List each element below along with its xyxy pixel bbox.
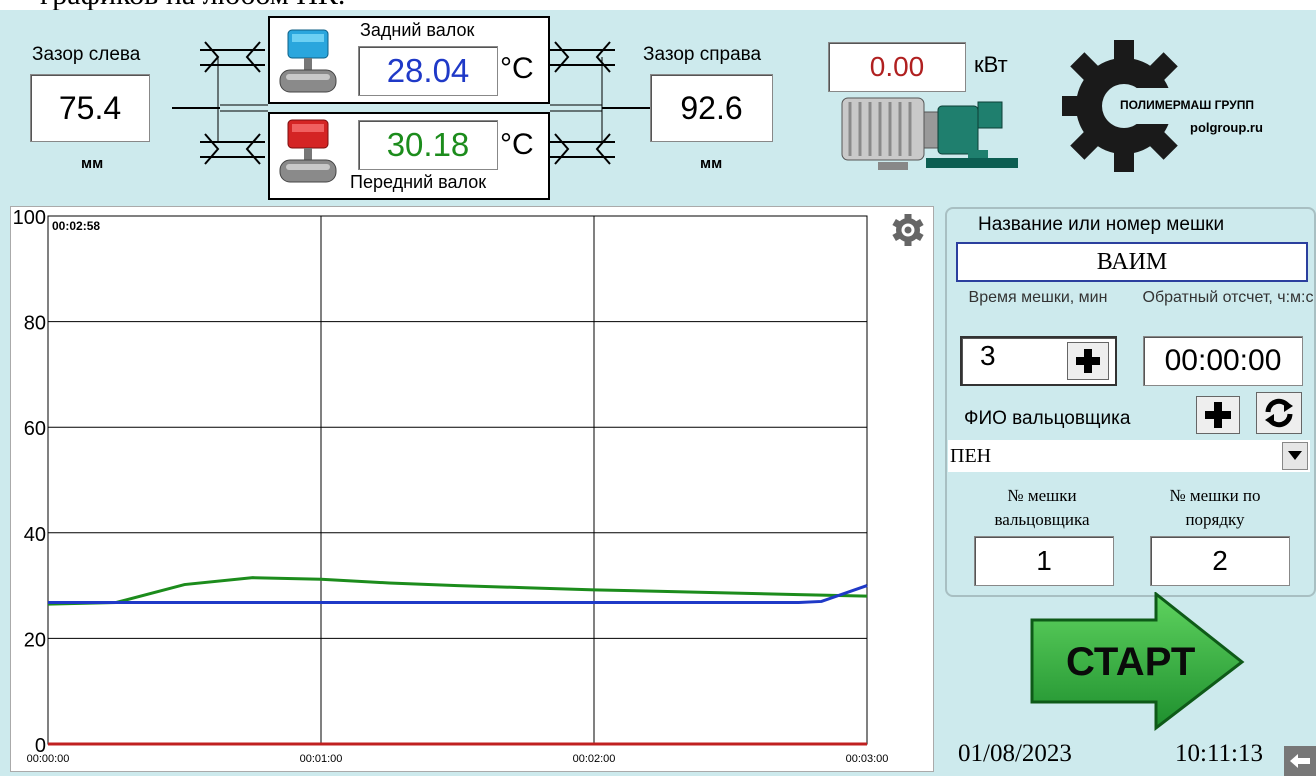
gap-right-unit: мм <box>700 155 723 172</box>
start-button-label: СТАРТ <box>1066 640 1196 684</box>
y-tick-label: 0 <box>35 735 46 757</box>
operator-label: ФИО вальцовщика <box>964 408 1131 429</box>
operator-select[interactable]: ПЕН <box>948 440 1310 472</box>
x-tick-label: 00:03:00 <box>846 753 889 765</box>
header-text: графиков на любом ПК. <box>40 0 345 10</box>
rear-roll-label: Задний валок <box>360 20 475 40</box>
power-value: 0.00 <box>828 42 966 92</box>
batch-time-plus-button[interactable] <box>1067 342 1109 380</box>
front-valve-icon <box>279 119 337 183</box>
chart-grid <box>47 215 868 745</box>
x-tick-label: 00:00:00 <box>27 753 70 765</box>
chart-x-ticks: 00:00:00 00:01:00 00:02:00 00:03:00 <box>27 753 889 765</box>
current-time: 10:11:13 <box>1175 740 1263 767</box>
rear-roll-temp: 28.04 <box>358 46 498 96</box>
rear-valve-icon <box>279 29 337 93</box>
x-tick-label: 00:02:00 <box>573 753 616 765</box>
header-strip: графиков на любом ПК. <box>0 0 1316 10</box>
plus-icon <box>1076 349 1100 373</box>
operator-batch-label: № мешки вальцовщика <box>994 486 1090 529</box>
gap-left-unit: мм <box>81 155 104 172</box>
logo-site: polgroup.ru <box>1190 120 1263 135</box>
batch-time-value[interactable]: 3 <box>980 340 996 371</box>
current-date: 01/08/2023 <box>958 740 1072 767</box>
gear-logo-icon <box>1062 40 1182 172</box>
refresh-icon <box>1265 398 1293 428</box>
power-unit: кВт <box>974 52 1008 77</box>
y-tick-label: 40 <box>24 524 46 546</box>
series-line <box>48 584 868 604</box>
add-operator-button[interactable] <box>1196 396 1240 434</box>
motor-icon <box>841 97 1018 170</box>
gap-left-value: 75.4 <box>30 74 150 142</box>
refresh-operator-button[interactable] <box>1256 392 1302 434</box>
front-roll-unit: °C <box>500 128 534 161</box>
batch-time-label: Время мешки, мин <box>968 289 1108 306</box>
back-arrow-icon <box>1290 754 1310 768</box>
trend-chart-panel <box>10 206 934 772</box>
y-tick-label: 100 <box>13 207 46 229</box>
chart-series <box>47 576 868 746</box>
sequence-batch-value: 2 <box>1150 536 1290 586</box>
plus-icon <box>1205 402 1231 428</box>
gap-right-value: 92.6 <box>650 74 773 142</box>
chart-settings-gear-icon[interactable] <box>890 212 926 248</box>
chevron-down-icon <box>1288 451 1302 460</box>
operator-batch-value: 1 <box>974 536 1114 586</box>
rear-roll-unit: °C <box>500 52 534 85</box>
back-button[interactable] <box>1284 746 1316 776</box>
gap-right-label: Зазор справа <box>643 44 762 65</box>
countdown-label: Обратный отсчет, ч:м:с <box>1142 289 1314 306</box>
y-tick-label: 60 <box>24 418 46 440</box>
chart-corner-time: 00:02:58 <box>52 219 100 233</box>
chart-y-ticks: 100 80 60 40 20 0 <box>13 207 46 757</box>
front-roll-label: Передний валок <box>350 172 487 192</box>
countdown-value: 00:00:00 <box>1143 336 1303 386</box>
plot-frame <box>47 215 868 745</box>
start-button[interactable] <box>1030 592 1250 732</box>
front-roll-temp: 30.18 <box>358 120 498 170</box>
sequence-batch-label: № мешки по порядку <box>1169 486 1261 529</box>
logo-name: ПОЛИМЕРМАШ ГРУПП <box>1120 98 1254 112</box>
y-tick-label: 80 <box>24 313 46 335</box>
roll-gap-schematic <box>172 41 650 165</box>
gap-left-label: Зазор слева <box>32 44 141 65</box>
operator-dropdown-button[interactable] <box>1282 442 1308 470</box>
y-tick-label: 20 <box>24 629 46 651</box>
x-tick-label: 00:01:00 <box>300 753 343 765</box>
batch-name-input[interactable]: ВАИМ <box>956 242 1308 282</box>
batch-name-label: Название или номер мешки <box>978 214 1225 235</box>
series-line <box>47 576 868 606</box>
